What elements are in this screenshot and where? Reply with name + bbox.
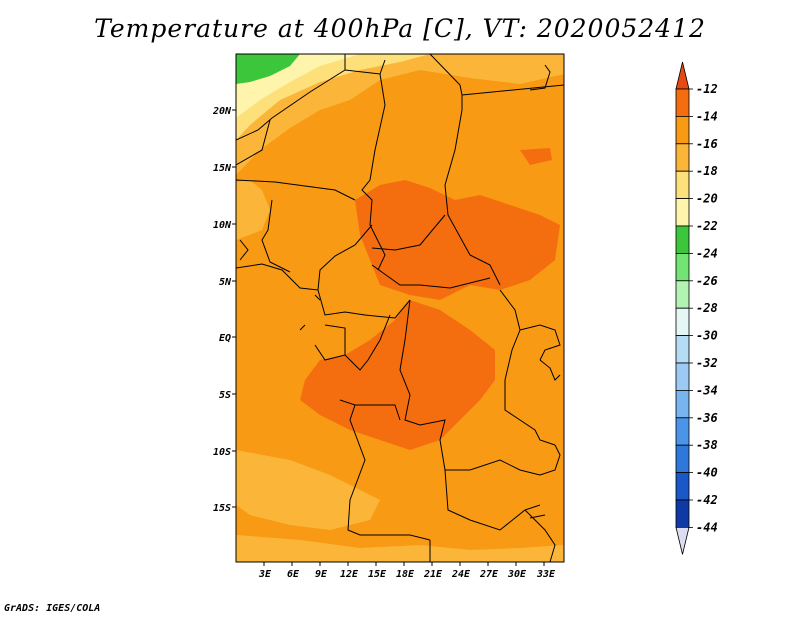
colorbar-label: -12 xyxy=(696,82,718,96)
colorbar-swatch xyxy=(675,280,690,309)
colorbar-label: -38 xyxy=(696,438,718,452)
lon-tick-label: 3E xyxy=(258,569,272,580)
field-dark-central-north xyxy=(355,180,560,300)
lon-tick-label: 24E xyxy=(451,569,471,580)
colorbar: -12 -14 -16 -18 -20 -22 -24 -26 -28 -30 -32 -34 -36 -… xyxy=(675,61,718,555)
field-light-south xyxy=(236,535,564,562)
lat-axis: 20N 15N 10N 5N EQ 5S 10S 15S xyxy=(212,106,232,514)
colorbar-label: -26 xyxy=(696,274,718,288)
colorbar-swatch xyxy=(675,225,690,254)
field-light-north xyxy=(236,54,564,175)
colorbar-swatch xyxy=(675,472,690,501)
field-green-patch xyxy=(236,54,300,84)
colorbar-label: -44 xyxy=(696,520,718,534)
colorbar-swatch xyxy=(675,444,690,474)
colorbar-label: -20 xyxy=(696,192,718,206)
field-light-west xyxy=(236,180,270,240)
colorbar-label: -30 xyxy=(696,329,718,343)
lat-ticks xyxy=(232,109,236,508)
colorbar-label: -28 xyxy=(696,301,718,315)
colorbar-label: -40 xyxy=(696,466,718,480)
colorbar-swatch xyxy=(675,417,690,446)
chart-title: Temperature at 400hPa [C], VT: 202005241… xyxy=(94,14,706,43)
colorbar-bottom-triangle xyxy=(675,527,690,555)
map-frame xyxy=(235,53,565,563)
lon-tick-label: 12E xyxy=(340,569,359,580)
lat-tick-label: 5N xyxy=(219,277,232,288)
colorbar-label: -32 xyxy=(696,356,718,370)
colorbar-label: -34 xyxy=(696,383,718,397)
lon-tick-label: 9E xyxy=(315,569,328,580)
colorbar-swatch xyxy=(675,170,690,199)
lat-tick-label: 20N xyxy=(212,106,232,117)
lon-tick-label: 15E xyxy=(368,569,387,580)
colorbar-label: -22 xyxy=(696,219,718,233)
lat-tick-label: EQ xyxy=(219,333,231,344)
colorbar-swatch xyxy=(675,116,690,145)
lon-axis: 3E 6E 9E 12E 15E 18E 21E 24E 27E 30E 33E xyxy=(258,569,556,580)
lon-ticks xyxy=(263,562,545,566)
grads-credit: GrADS: IGES/COLA xyxy=(4,603,101,614)
colorbar-swatch xyxy=(675,389,690,419)
colorbar-swatch xyxy=(675,335,690,364)
lat-tick-label: 15S xyxy=(213,503,231,514)
colorbar-swatch xyxy=(675,143,690,172)
lon-tick-label: 21E xyxy=(423,569,443,580)
colorbar-top-triangle xyxy=(675,61,690,90)
lat-tick-label: 5S xyxy=(219,390,231,401)
lat-tick-label: 10S xyxy=(213,447,231,458)
lat-tick-label: 10N xyxy=(213,220,232,231)
lon-tick-label: 18E xyxy=(396,569,415,580)
lon-tick-label: 27E xyxy=(479,569,499,580)
lon-tick-label: 30E xyxy=(507,569,527,580)
colorbar-swatch xyxy=(675,499,690,528)
field-dark-east xyxy=(520,148,552,165)
colorbar-label: -24 xyxy=(696,246,718,260)
colorbar-swatch xyxy=(675,198,690,227)
country-borders xyxy=(236,54,564,562)
colorbar-label: -42 xyxy=(696,493,718,507)
colorbar-swatch xyxy=(675,362,690,391)
lat-tick-label: 15N xyxy=(213,163,232,174)
colorbar-label: -18 xyxy=(696,164,718,178)
lon-tick-label: 33E xyxy=(536,569,556,580)
colorbar-swatch xyxy=(675,307,690,337)
colorbar-label: -16 xyxy=(696,137,718,151)
field-light-southwest xyxy=(236,450,380,530)
lon-tick-label: 6E xyxy=(287,569,300,580)
colorbar-swatch xyxy=(675,252,690,282)
colorbar-label: -14 xyxy=(696,109,718,123)
colorbar-swatch xyxy=(675,88,690,117)
field-dark-central-basin xyxy=(300,300,495,450)
colorbar-label: -36 xyxy=(696,411,718,425)
